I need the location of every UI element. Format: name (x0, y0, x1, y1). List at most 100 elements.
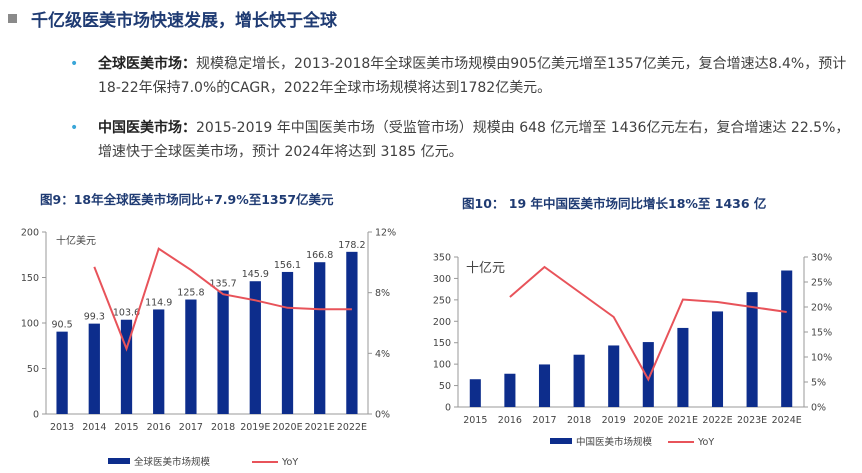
x-tick-label: 2022E (337, 422, 367, 433)
y-tick-label: 300 (433, 274, 451, 285)
x-tick-label: 2024E (772, 415, 802, 426)
bar (711, 311, 724, 407)
y-tick-label: 50 (27, 364, 39, 375)
data-label: 114.9 (145, 297, 172, 308)
x-tick-label: 2020E (272, 422, 302, 433)
data-label: 135.7 (209, 279, 236, 290)
data-label: 178.2 (338, 240, 365, 251)
x-tick-label: 2021E (668, 415, 698, 426)
y2-tick-label: 12% (375, 228, 396, 239)
x-tick-label: 2016 (147, 422, 171, 433)
bar (281, 271, 294, 414)
chart-china-svg: 0 50 100 150 200 250 300 350 0% 5% 10% 15% 20% 25% 30%… (433, 253, 832, 449)
y2-tick-label: 10% (811, 353, 832, 364)
bar (249, 281, 261, 414)
bar (538, 364, 551, 407)
chart-china: 0 50 100 150 200 250 300 350 0% 5% 10% 15% 20% 25% 30%… (420, 232, 862, 473)
data-label: 145.9 (242, 269, 269, 280)
bar (504, 373, 516, 407)
y-tick-label: 50 (439, 381, 451, 392)
legend-swatch-bar (550, 438, 572, 444)
bullet-dot-icon: • (70, 56, 79, 72)
y-tick-label: 0 (33, 410, 39, 421)
bullet-text: 2015-2019 年中国医美市场（受监管市场）规模由 648 亿元增至 143… (98, 120, 850, 160)
y-tick-label: 150 (433, 338, 451, 349)
bullet-text: 规模稳定增长，2013-2018年全球医美市场规模由905亿美元增至1357亿美… (98, 56, 847, 96)
yoy-line (93, 247, 352, 352)
x-tick-label: 2021E (305, 422, 335, 433)
y2-tick-label: 5% (811, 378, 826, 389)
y2-tick-label: 30% (811, 253, 832, 264)
bullet-label: 中国医美市场： (98, 120, 196, 136)
data-label: 90.5 (52, 320, 73, 331)
data-label: 99.3 (84, 312, 105, 323)
legend-label-bar: 全球医美市场规模 (134, 456, 211, 468)
y2-tick-label: 0% (375, 410, 390, 421)
y2-tick-label: 0% (811, 403, 826, 414)
x-tick-label: 2019E (240, 422, 270, 433)
bar (56, 331, 68, 414)
y-tick-label: 350 (433, 253, 451, 264)
y2-tick-label: 4% (375, 349, 390, 360)
y2-tick-label: 25% (811, 278, 832, 289)
y-tick-label: 0 (445, 403, 451, 414)
legend-label-line: YoY (697, 437, 714, 448)
y2-tick-label: 8% (375, 288, 390, 299)
legend-swatch-bar (108, 458, 130, 464)
bar (153, 309, 165, 414)
y-tick-label: 200 (21, 228, 39, 239)
y-tick-label: 100 (21, 319, 39, 330)
bar (642, 342, 654, 407)
data-label: 103.6 (113, 308, 140, 319)
x-tick-label: 2018 (567, 415, 591, 426)
bullet-china-market: • 中国医美市场：2015-2019 年中国医美市场（受监管市场）规模由 648… (70, 116, 858, 164)
bullet-label: 全球医美市场： (98, 56, 196, 72)
data-label: 125.8 (177, 288, 204, 299)
chart-title-global: 图9：18年全球医美市场同比+7.9%至1357亿美元 (40, 192, 334, 207)
bar (677, 327, 689, 407)
chart-title-china: 图10： 19 年中国医美市场同比增长18%至 1436 亿 (462, 196, 767, 211)
legend-label-line: YoY (281, 457, 298, 468)
chart-global-svg: 0 50 100 150 200 0% 4% 8% 12% 十亿美元 90.5 99.3 103.6 11… (21, 228, 396, 469)
chart-global: 0 50 100 150 200 0% 4% 8% 12% 十亿美元 90.5 99.3 103.6 11… (0, 220, 400, 473)
bar (608, 345, 620, 407)
unit-label: 十亿美元 (56, 234, 96, 247)
x-tick-label: 2018 (211, 422, 235, 433)
yoy-line (509, 265, 787, 382)
bar (217, 290, 229, 414)
bar (346, 251, 358, 414)
y2-tick-label: 20% (811, 303, 832, 314)
bar (573, 354, 585, 407)
x-tick-label: 2014 (82, 422, 106, 433)
data-label: 156.1 (274, 260, 301, 271)
x-tick-label: 2015 (114, 422, 138, 433)
data-label: 166.8 (306, 250, 333, 261)
y-tick-label: 200 (433, 317, 451, 328)
x-tick-label: 2017 (179, 422, 203, 433)
x-tick-label: 2020E (633, 415, 663, 426)
y-tick-label: 250 (433, 295, 451, 306)
bar (88, 323, 100, 414)
bar (314, 262, 326, 414)
bar (746, 292, 758, 407)
x-tick-label: 2015 (463, 415, 487, 426)
y2-tick-label: 15% (811, 328, 832, 339)
unit-label: 十亿元 (466, 261, 505, 276)
y-tick-label: 100 (433, 360, 451, 371)
x-tick-label: 2017 (532, 415, 556, 426)
x-tick-label: 2019 (602, 415, 626, 426)
x-tick-label: 2016 (498, 415, 522, 426)
bar (781, 270, 793, 407)
x-tick-label: 2023E (737, 415, 767, 426)
x-tick-label: 2022E (702, 415, 732, 426)
y-tick-label: 150 (21, 273, 39, 284)
bar (120, 319, 133, 414)
slide-title: 千亿级医美市场快速发展，增长快于全球 (31, 11, 337, 31)
bar (185, 299, 197, 414)
x-tick-label: 2013 (50, 422, 74, 433)
bullet-global-market: • 全球医美市场：规模稳定增长，2013-2018年全球医美市场规模由905亿美… (70, 52, 858, 100)
bar (469, 379, 481, 407)
legend-label-bar: 中国医美市场规模 (576, 436, 653, 448)
slide-header: 千亿级医美市场快速发展，增长快于全球 (8, 6, 337, 31)
square-bullet-icon (8, 14, 17, 23)
